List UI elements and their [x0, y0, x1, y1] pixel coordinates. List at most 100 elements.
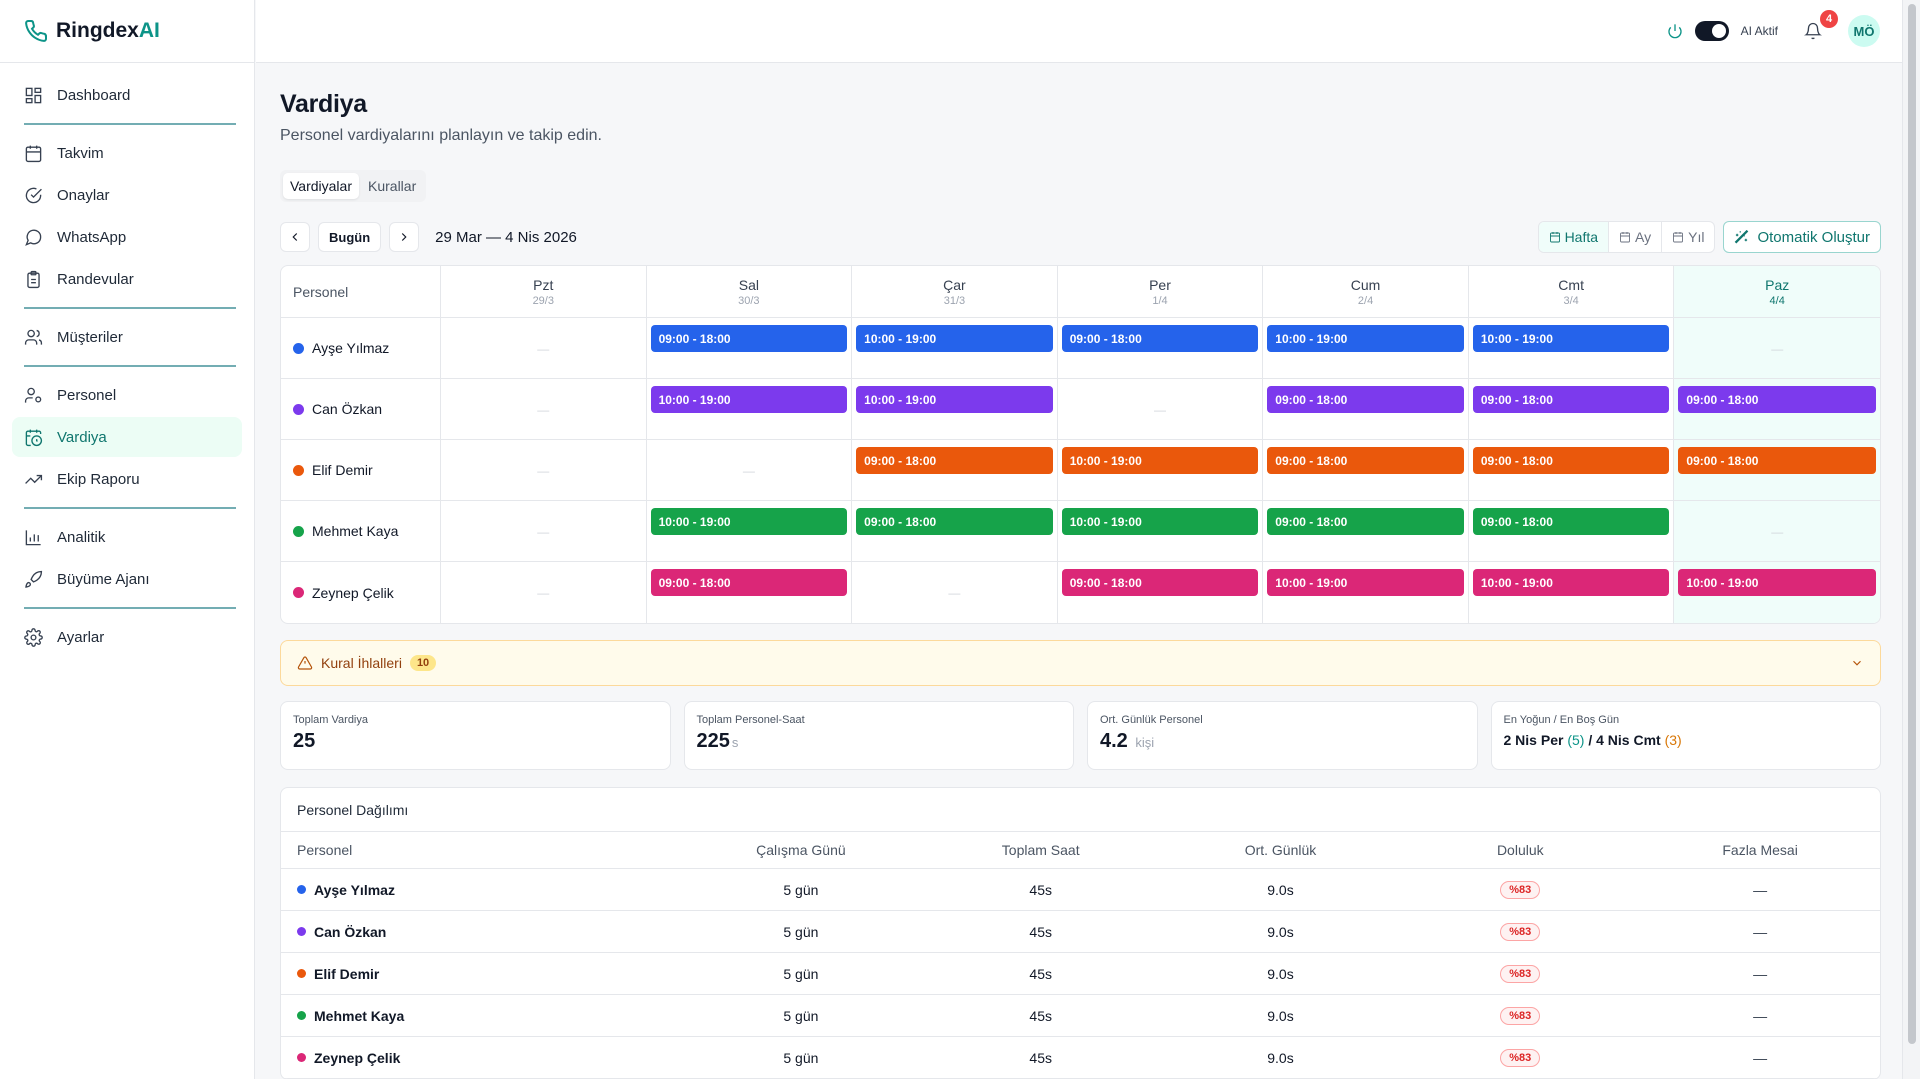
shift-block[interactable]: 10:00 - 19:00: [1061, 508, 1259, 535]
shift-block[interactable]: 09:00 - 18:00: [1267, 447, 1464, 474]
shift-cell-empty[interactable]: —: [441, 440, 647, 501]
shift-cell[interactable]: 10:00 - 19:00: [1057, 501, 1264, 562]
auto-generate-button[interactable]: Otomatik Oluştur: [1723, 221, 1881, 253]
shift-cell[interactable]: 09:00 - 18:00: [852, 440, 1058, 501]
notifications-button[interactable]: 4: [1804, 10, 1838, 42]
shift-block[interactable]: 09:00 - 18:00: [650, 325, 848, 352]
logo[interactable]: RingdexAI: [0, 0, 254, 63]
shift-block[interactable]: 09:00 - 18:00: [856, 508, 1053, 535]
shift-cell-empty[interactable]: —: [441, 318, 647, 379]
shift-block[interactable]: 09:00 - 18:00: [1678, 386, 1876, 413]
scrollbar[interactable]: [1902, 0, 1920, 1079]
shift-cell[interactable]: 09:00 - 18:00: [1058, 562, 1264, 623]
shift-cell[interactable]: 09:00 - 18:00: [1468, 501, 1675, 562]
shift-block[interactable]: 09:00 - 18:00: [650, 569, 848, 596]
shift-cell[interactable]: 09:00 - 18:00: [1468, 379, 1675, 440]
sidebar-item-personel[interactable]: Personel: [12, 375, 242, 415]
ai-toggle[interactable]: [1694, 21, 1729, 41]
shift-block[interactable]: 09:00 - 18:00: [1472, 447, 1670, 474]
shift-block[interactable]: 10:00 - 19:00: [1678, 569, 1876, 596]
shift-cell-empty[interactable]: —: [441, 501, 647, 562]
staff-cell[interactable]: Can Özkan: [281, 379, 441, 440]
prev-week-button[interactable]: [280, 222, 310, 252]
shift-cell[interactable]: 09:00 - 18:00: [1263, 379, 1469, 440]
sidebar-item-buyume-ajani[interactable]: Büyüme Ajanı: [12, 559, 242, 599]
view-year-button[interactable]: Yıl: [1662, 222, 1714, 252]
tab-kurallar[interactable]: Kurallar: [368, 178, 417, 194]
view-month-button[interactable]: Ay: [1609, 222, 1663, 252]
sidebar-item-musteriler[interactable]: Müşteriler: [12, 317, 242, 357]
staff-name: Zeynep Çelik: [314, 1049, 401, 1066]
shift-block[interactable]: 09:00 - 18:00: [1472, 508, 1670, 535]
shift-block[interactable]: 09:00 - 18:00: [856, 447, 1053, 474]
sidebar-item-vardiya[interactable]: Vardiya: [12, 417, 242, 457]
table-row[interactable]: Zeynep Çelik 5 gün 45s 9.0s %83 —: [281, 1037, 1880, 1079]
shift-cell[interactable]: 10:00 - 19:00: [1263, 318, 1469, 379]
sidebar-item-analitik[interactable]: Analitik: [12, 517, 242, 557]
staff-cell[interactable]: Elif Demir: [281, 440, 441, 501]
shift-block[interactable]: 10:00 - 19:00: [650, 386, 848, 413]
table-row[interactable]: Can Özkan 5 gün 45s 9.0s %83 —: [281, 911, 1880, 953]
table-row[interactable]: Ayşe Yılmaz 5 gün 45s 9.0s %83 —: [281, 869, 1880, 911]
sidebar-item-ekip-raporu[interactable]: Ekip Raporu: [12, 459, 242, 499]
shift-cell[interactable]: 09:00 - 18:00: [1263, 501, 1469, 562]
shift-cell[interactable]: 10:00 - 19:00: [1674, 562, 1880, 623]
shift-block[interactable]: 10:00 - 19:00: [856, 386, 1053, 413]
shift-cell[interactable]: 10:00 - 19:00: [1057, 440, 1264, 501]
rule-violations-panel[interactable]: Kural İhlalleri 10: [280, 640, 1881, 686]
sidebar-item-ayarlar[interactable]: Ayarlar: [12, 617, 242, 657]
shift-cell[interactable]: 10:00 - 19:00: [1263, 562, 1469, 623]
tab-vardiyalar[interactable]: Vardiyalar: [283, 173, 359, 199]
shift-cell[interactable]: 09:00 - 18:00: [647, 562, 853, 623]
staff-cell[interactable]: Mehmet Kaya: [281, 501, 441, 562]
staff-cell[interactable]: Zeynep Çelik: [281, 562, 441, 623]
shift-cell-empty[interactable]: —: [441, 562, 647, 623]
sidebar-item-takvim[interactable]: Takvim: [12, 133, 242, 173]
shift-block[interactable]: 10:00 - 19:00: [1267, 569, 1464, 596]
shift-block[interactable]: 09:00 - 18:00: [1061, 325, 1259, 352]
chevron-down-icon[interactable]: [1850, 656, 1864, 670]
shift-cell[interactable]: 10:00 - 19:00: [1469, 562, 1675, 623]
shift-block[interactable]: 10:00 - 19:00: [1267, 325, 1464, 352]
scrollbar-thumb[interactable]: [1908, 4, 1916, 1044]
sidebar-item-randevular[interactable]: Randevular: [12, 259, 242, 299]
shift-block[interactable]: 09:00 - 18:00: [1061, 569, 1259, 596]
sidebar-item-onaylar[interactable]: Onaylar: [12, 175, 242, 215]
shift-block[interactable]: 10:00 - 19:00: [1061, 447, 1259, 474]
shift-cell-empty[interactable]: —: [646, 440, 853, 501]
shift-cell[interactable]: 09:00 - 18:00: [1263, 440, 1469, 501]
shift-cell[interactable]: 10:00 - 19:00: [852, 318, 1058, 379]
shift-cell[interactable]: 09:00 - 18:00: [1057, 318, 1264, 379]
shift-block[interactable]: 10:00 - 19:00: [1472, 569, 1670, 596]
shift-cell[interactable]: 09:00 - 18:00: [852, 501, 1058, 562]
shift-cell[interactable]: 10:00 - 19:00: [646, 501, 853, 562]
staff-cell[interactable]: Ayşe Yılmaz: [281, 318, 441, 379]
view-week-button[interactable]: Hafta: [1538, 222, 1610, 252]
shift-block[interactable]: 09:00 - 18:00: [1267, 508, 1464, 535]
shift-block[interactable]: 09:00 - 18:00: [1472, 386, 1670, 413]
shift-cell[interactable]: 09:00 - 18:00: [1674, 379, 1880, 440]
table-row[interactable]: Elif Demir 5 gün 45s 9.0s %83 —: [281, 953, 1880, 995]
shift-cell[interactable]: 10:00 - 19:00: [646, 379, 853, 440]
shift-cell-empty[interactable]: —: [441, 379, 647, 440]
next-week-button[interactable]: [389, 222, 420, 252]
avatar[interactable]: MÖ: [1848, 15, 1880, 47]
today-button[interactable]: Bugün: [318, 222, 382, 252]
shift-cell[interactable]: 09:00 - 18:00: [1674, 440, 1880, 501]
shift-cell-empty[interactable]: —: [852, 562, 1058, 623]
sidebar-item-whatsapp[interactable]: WhatsApp: [12, 217, 242, 257]
shift-block[interactable]: 09:00 - 18:00: [1267, 386, 1464, 413]
shift-block[interactable]: 10:00 - 19:00: [650, 508, 848, 535]
table-row[interactable]: Mehmet Kaya 5 gün 45s 9.0s %83 —: [281, 995, 1880, 1037]
shift-cell-empty[interactable]: —: [1057, 379, 1264, 440]
shift-cell[interactable]: 10:00 - 19:00: [1468, 318, 1675, 379]
shift-block[interactable]: 10:00 - 19:00: [856, 325, 1053, 352]
shift-block[interactable]: 09:00 - 18:00: [1678, 447, 1876, 474]
shift-cell-empty[interactable]: —: [1674, 318, 1880, 379]
shift-cell[interactable]: 09:00 - 18:00: [1468, 440, 1675, 501]
shift-cell-empty[interactable]: —: [1674, 501, 1880, 562]
shift-cell[interactable]: 09:00 - 18:00: [646, 318, 853, 379]
sidebar-item-dashboard[interactable]: Dashboard: [12, 75, 242, 115]
shift-cell[interactable]: 10:00 - 19:00: [852, 379, 1058, 440]
shift-block[interactable]: 10:00 - 19:00: [1472, 325, 1670, 352]
